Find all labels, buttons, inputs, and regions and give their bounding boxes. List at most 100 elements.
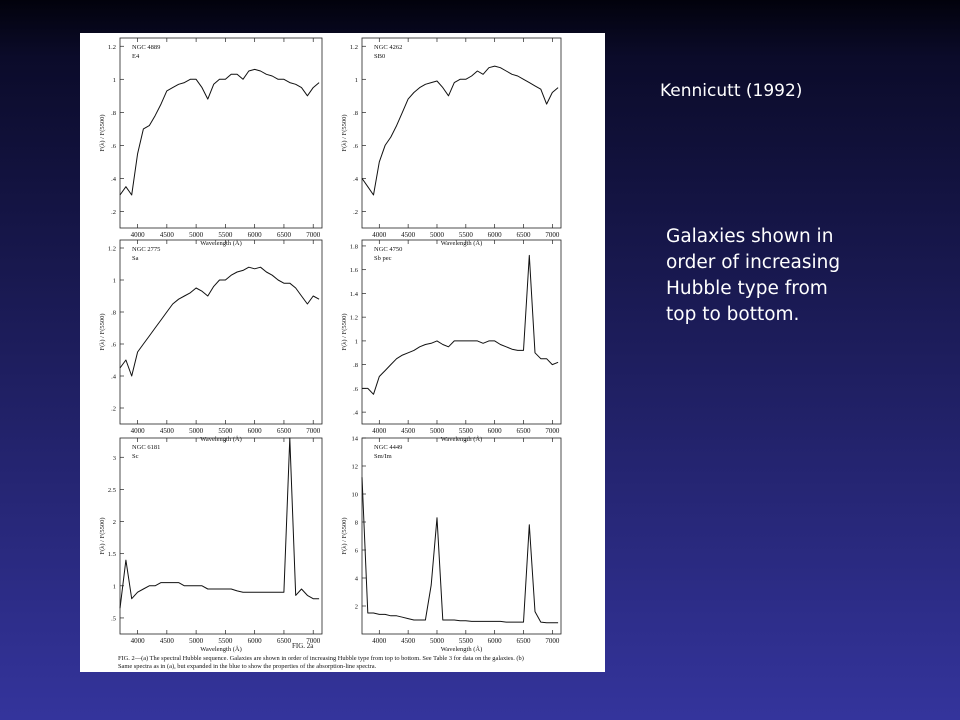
x-tick-label: 6000 (248, 637, 263, 645)
x-tick-label: 4000 (131, 231, 146, 239)
spectrum-panel: 4000 4500 5000 5500 6000 6500 7000 2 4 6 8 10 12 14 Wa… (341, 436, 562, 653)
x-axis-label: Wavelength (Å) (200, 435, 242, 443)
y-tick-label: 1 (355, 77, 358, 84)
y-tick-label: .4 (111, 374, 117, 381)
panel-subtitle: E4 (132, 53, 140, 60)
x-tick-label: 6000 (488, 637, 503, 645)
y-tick-label: 1.5 (108, 551, 116, 558)
caption-line: FIG. 2—(a) The spectral Hubble sequence.… (118, 655, 524, 662)
x-axis-label: Wavelength (Å) (441, 645, 483, 653)
x-tick-label: 5000 (430, 427, 445, 435)
x-tick-label: 6500 (277, 231, 292, 239)
y-tick-label: 1.2 (350, 315, 358, 322)
panel-title: NGC 4889 (132, 44, 160, 51)
y-tick-label: 8 (355, 520, 358, 527)
x-tick-label: 6500 (277, 427, 292, 435)
x-tick-label: 6500 (517, 231, 532, 239)
x-tick-label: 7000 (306, 231, 321, 239)
x-tick-label: 4500 (401, 427, 416, 435)
plot-frame (361, 437, 562, 635)
x-axis-label: Wavelength (Å) (441, 435, 483, 443)
note: Galaxies shown in order of increasing Hubb… (666, 226, 840, 325)
x-tick-label: 7000 (306, 637, 321, 645)
x-tick-label: 7000 (545, 637, 560, 645)
y-tick-label: 1.2 (350, 44, 358, 51)
y-axis-label: F(λ) / F(5500) (341, 114, 348, 151)
y-tick-label: .2 (353, 209, 358, 216)
panel-title: NGC 4262 (374, 44, 402, 51)
y-tick-label: 1.2 (108, 246, 116, 253)
panel-title: NGC 4449 (374, 444, 402, 451)
caption-line: Same spectra as in (a), but expanded in … (118, 663, 377, 670)
y-axis-label: F(λ) / F(5500) (341, 313, 348, 350)
x-tick-label: 6000 (248, 427, 263, 435)
x-tick-label: 5500 (459, 427, 474, 435)
x-tick-label: 4000 (131, 427, 146, 435)
note-line: Hubble type from (666, 278, 828, 299)
panel-title: NGC 6181 (132, 444, 160, 451)
y-axis-label: F(λ) / F(5500) (99, 313, 106, 350)
spectrum-panel: 4000 4500 5000 5500 6000 6500 7000 .2 .4 .6 .8 1 1.2… (99, 239, 323, 443)
y-tick-label: 1.8 (350, 243, 358, 250)
x-tick-label: 5500 (459, 637, 474, 645)
x-tick-label: 7000 (545, 427, 560, 435)
note-line: top to bottom. (666, 304, 799, 325)
note-line: Galaxies shown in (666, 226, 833, 247)
x-tick-label: 5000 (430, 637, 445, 645)
x-tick-label: 6000 (488, 427, 503, 435)
x-axis-label: Wavelength (Å) (200, 645, 242, 653)
y-tick-label: .8 (111, 310, 116, 317)
spectrum-panel: 4000 4500 5000 5500 6000 6500 7000 .2 .4 .6 .8 1 1.2… (99, 37, 323, 247)
x-tick-label: 4500 (401, 637, 416, 645)
y-tick-label: 2.5 (108, 487, 116, 494)
spectrum-panel: 4000 4500 5000 5500 6000 6500 7000 .5 1 1.5 2 2.5 3 W… (99, 437, 323, 653)
y-tick-label: .2 (111, 406, 116, 413)
spectrum-line (119, 68, 320, 196)
y-tick-label: .5 (111, 615, 116, 622)
y-tick-label: .6 (111, 342, 117, 349)
y-tick-label: .8 (353, 110, 358, 117)
plot-frame (119, 37, 323, 229)
y-tick-label: .2 (111, 209, 116, 216)
spectrum-line (361, 477, 559, 624)
y-tick-label: 1.4 (350, 291, 359, 298)
note-line: order of increasing (666, 252, 840, 273)
y-tick-label: 6 (355, 548, 359, 555)
y-tick-label: 1 (113, 278, 116, 285)
x-tick-label: 4500 (401, 231, 416, 239)
x-tick-label: 4000 (372, 231, 387, 239)
y-tick-label: .4 (353, 176, 359, 183)
caption: FIG. 2—(a) The spectral Hubble sequence.… (118, 655, 524, 670)
y-tick-label: 2 (113, 519, 116, 526)
x-tick-label: 6500 (277, 637, 292, 645)
x-tick-label: 7000 (545, 231, 560, 239)
y-tick-label: .6 (353, 386, 359, 393)
panel-subtitle: Sc (132, 453, 139, 460)
x-tick-label: 4000 (131, 637, 146, 645)
x-tick-label: 4000 (372, 427, 387, 435)
spectrum-panel: 4000 4500 5000 5500 6000 6500 7000 .2 .4 .6 .8 1 1.2… (341, 37, 562, 247)
spectrum-line (362, 254, 559, 395)
spectrum-panel: 4000 4500 5000 5500 6000 6500 7000 .4 .6 .8 1 1.2 1.… (341, 239, 562, 443)
x-tick-label: 4500 (160, 427, 175, 435)
y-tick-label: 1 (355, 338, 358, 345)
panel-title: NGC 2775 (132, 246, 160, 253)
x-tick-label: 7000 (306, 427, 321, 435)
figure-label: FIG. 2a (292, 642, 314, 650)
x-tick-label: 5000 (189, 231, 204, 239)
y-axis-label: F(λ) / F(5500) (341, 517, 348, 554)
x-tick-label: 6000 (248, 231, 263, 239)
y-tick-label: .8 (111, 110, 116, 117)
y-tick-label: 14 (352, 436, 359, 443)
x-tick-label: 4000 (372, 637, 387, 645)
x-tick-label: 5500 (459, 231, 474, 239)
x-tick-label: 5500 (218, 637, 233, 645)
y-tick-label: 1.6 (350, 267, 359, 274)
x-axis-label: Wavelength (Å) (200, 239, 242, 247)
plot-frame (119, 239, 323, 425)
y-tick-label: 1 (113, 77, 116, 84)
plot-frame (119, 437, 323, 635)
spectrum-line (361, 65, 559, 196)
